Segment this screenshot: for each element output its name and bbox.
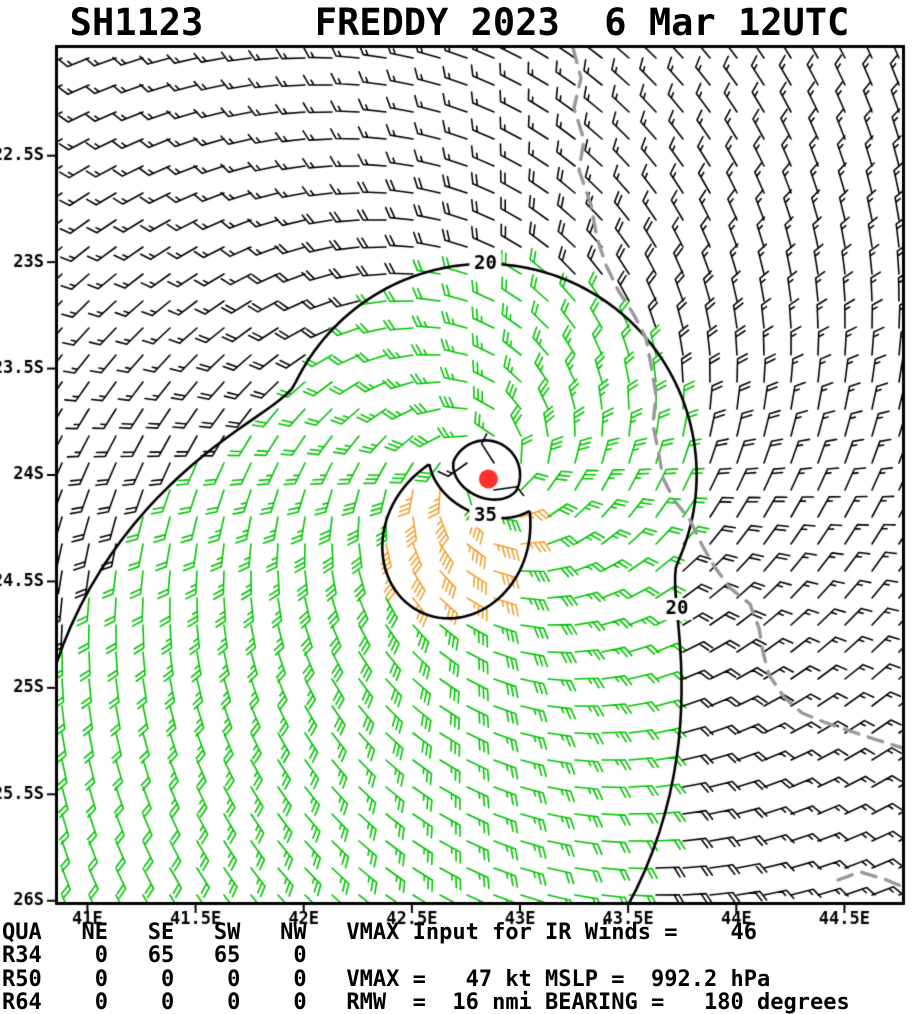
r34-line: R34 0 65 65 0	[2, 943, 307, 969]
fix-data-block: QUA NE SE SW NW VMAX Input for IR Winds …	[2, 921, 919, 1014]
quadrant-header-line: QUA NE SE SW NW VMAX Input for IR Winds …	[2, 920, 757, 945]
r50-line: R50 0 0 0 0 VMAX = 47 kt MSLP = 992.2 hP…	[2, 966, 771, 992]
r64-line: R64 0 0 0 0 RMW = 16 nmi BEARING = 180 d…	[2, 990, 850, 1014]
